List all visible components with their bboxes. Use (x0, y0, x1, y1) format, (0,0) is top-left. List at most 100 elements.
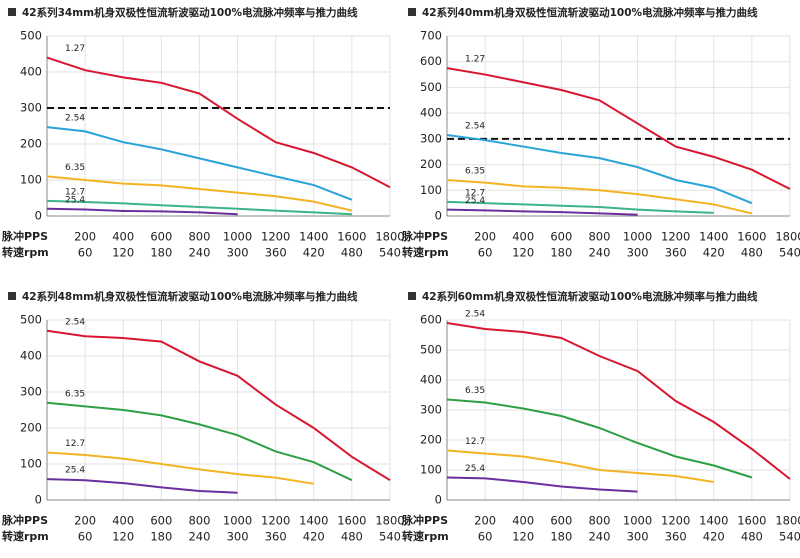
series-line (446, 179, 753, 215)
x-tick-label: 800 (188, 230, 210, 244)
series-label: 25.4 (465, 196, 485, 206)
series-label: 25.4 (65, 195, 85, 205)
x-tick-label: 200 (474, 514, 496, 528)
x-tick-label: 200 (74, 514, 96, 528)
title-marker (408, 292, 416, 300)
title-marker (8, 8, 16, 16)
rpm-tick-label: 360 (665, 530, 687, 544)
y-tick-label: 100 (420, 463, 442, 477)
chart-title: 42系列40mm机身双极性恒流斩波驱动100%电流脉冲频率与推力曲线 (422, 6, 758, 19)
rpm-tick-label: 540 (379, 530, 401, 544)
y-tick-label: 400 (20, 65, 42, 79)
series-label: 12.7 (65, 187, 85, 197)
rpm-tick-label: 480 (341, 246, 363, 260)
series-label: 6.35 (65, 389, 85, 399)
y-tick-label: 100 (420, 183, 442, 197)
series-line (46, 478, 238, 494)
series-line (46, 56, 391, 189)
series-label: 1.27 (65, 44, 85, 54)
x-tick-label: 1000 (223, 514, 252, 528)
rpm-tick-label: 420 (703, 530, 725, 544)
x-tick-label: 1800 (775, 230, 800, 244)
x-tick-label: 1200 (661, 514, 690, 528)
rpm-tick-label: 420 (303, 530, 325, 544)
x-tick-label: 200 (74, 230, 96, 244)
rpm-tick-label: 120 (112, 530, 134, 544)
series-label: 12.7 (465, 437, 485, 447)
series-label: 6.35 (65, 163, 85, 173)
x-tick-label: 600 (150, 230, 172, 244)
series-line (446, 134, 753, 205)
x-tick-label: 400 (512, 230, 534, 244)
x-tick-label: 600 (550, 230, 572, 244)
y-tick-label: 200 (20, 421, 42, 435)
rpm-tick-label: 60 (478, 246, 493, 260)
y-tick-label: 300 (420, 403, 442, 417)
series-line (46, 401, 353, 482)
x2-label: 转速rpm (2, 245, 49, 259)
x-tick-label: 1000 (623, 514, 652, 528)
y-tick-label: 100 (20, 173, 42, 187)
rpm-tick-label: 120 (512, 530, 534, 544)
rpm-tick-label: 420 (303, 246, 325, 260)
series-line (446, 208, 638, 216)
series-label: 12.7 (65, 439, 85, 449)
rpm-tick-label: 300 (227, 530, 249, 544)
title-marker (8, 292, 16, 300)
series-line (446, 67, 791, 190)
x-label: 脉冲PPS (401, 229, 448, 243)
rpm-tick-label: 60 (78, 530, 93, 544)
rpm-tick-label: 180 (550, 530, 572, 544)
x-tick-label: 1600 (737, 230, 766, 244)
series-label: 2.54 (65, 317, 85, 327)
rpm-tick-label: 240 (588, 246, 610, 260)
x-tick-label: 1000 (223, 230, 252, 244)
x2-label: 转速rpm (402, 529, 449, 543)
rpm-tick-label: 480 (741, 530, 763, 544)
y-tick-label: 700 (420, 29, 442, 43)
x-label: 脉冲PPS (1, 229, 48, 243)
rpm-tick-label: 300 (627, 530, 649, 544)
series-label: 6.35 (465, 167, 485, 177)
series-label: 2.54 (465, 310, 485, 320)
series-label: 25.4 (65, 466, 85, 476)
y-tick-label: 600 (420, 313, 442, 327)
rpm-tick-label: 480 (341, 530, 363, 544)
series-line (46, 207, 238, 216)
rpm-tick-label: 540 (779, 246, 800, 260)
series-line (446, 476, 638, 493)
title-marker (408, 8, 416, 16)
x-tick-label: 400 (112, 514, 134, 528)
y-tick-label: 300 (20, 101, 42, 115)
y-tick-label: 200 (420, 157, 442, 171)
y-tick-label: 200 (420, 433, 442, 447)
rpm-tick-label: 60 (478, 530, 493, 544)
rpm-tick-label: 120 (512, 246, 534, 260)
y-tick-label: 600 (420, 54, 442, 68)
x-tick-label: 800 (588, 514, 610, 528)
rpm-tick-label: 300 (227, 246, 249, 260)
x-tick-label: 1800 (375, 230, 404, 244)
rpm-tick-label: 540 (779, 530, 800, 544)
rpm-tick-label: 360 (265, 530, 287, 544)
chart-title: 42系列34mm机身双极性恒流斩波驱动100%电流脉冲频率与推力曲线 (22, 6, 358, 19)
y-tick-label: 0 (35, 209, 42, 223)
x-label: 脉冲PPS (401, 513, 448, 527)
x-tick-label: 1800 (375, 514, 404, 528)
x2-label: 转速rpm (2, 529, 49, 543)
series-line (446, 322, 791, 480)
series-label: 25.4 (465, 464, 485, 474)
series-line (46, 451, 314, 485)
series-line (446, 200, 714, 214)
y-tick-label: 100 (20, 457, 42, 471)
x-tick-label: 400 (112, 230, 134, 244)
rpm-tick-label: 180 (150, 246, 172, 260)
rpm-tick-label: 240 (188, 530, 210, 544)
series-label: 6.35 (465, 386, 485, 396)
rpm-tick-label: 180 (550, 246, 572, 260)
y-tick-label: 500 (20, 313, 42, 327)
series-line (46, 126, 353, 201)
x-tick-label: 800 (588, 230, 610, 244)
rpm-tick-label: 360 (265, 246, 287, 260)
rpm-tick-label: 240 (188, 246, 210, 260)
